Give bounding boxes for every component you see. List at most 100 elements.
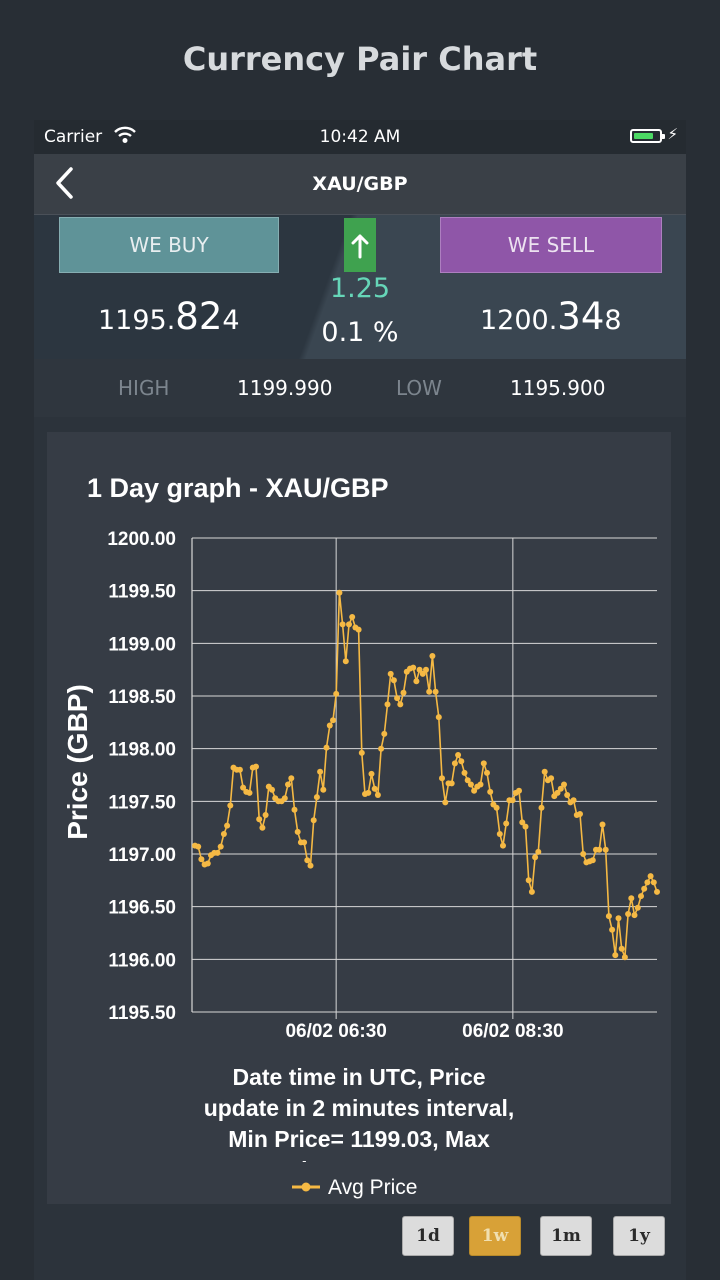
range-button-1y[interactable]: 1y (613, 1216, 665, 1256)
data-point (419, 670, 426, 677)
battery-level (634, 133, 653, 139)
data-point (429, 653, 436, 659)
data-point (320, 786, 327, 793)
data-point (220, 831, 227, 837)
data-point (301, 839, 308, 846)
data-point (628, 895, 635, 902)
battery-icon (630, 129, 665, 143)
data-point (236, 766, 243, 773)
range-button-1d[interactable]: 1d (402, 1216, 454, 1256)
data-point (333, 690, 340, 697)
data-point (214, 849, 221, 856)
legend-marker (301, 1182, 311, 1192)
data-point (487, 788, 494, 795)
nav-title: XAU/GBP (312, 173, 408, 195)
data-point (304, 857, 311, 864)
data-point (461, 769, 468, 776)
data-point (464, 777, 471, 784)
y-tick-label: 1196.50 (108, 898, 176, 919)
data-point (442, 799, 449, 806)
data-point (413, 678, 420, 685)
data-point (387, 670, 394, 677)
data-point (618, 945, 625, 952)
data-point (647, 873, 654, 880)
we-buy-button[interactable]: WE BUY (59, 217, 279, 273)
data-point (397, 701, 404, 708)
data-point (451, 760, 458, 767)
battery-tip (662, 134, 665, 139)
data-point (570, 797, 577, 804)
data-point (240, 784, 247, 791)
data-point (195, 843, 202, 850)
y-tick-label: 1199.50 (108, 582, 176, 603)
data-point (310, 817, 317, 824)
data-point (564, 792, 571, 798)
chart-caption: Date time in UTC, Price update in 2 minu… (203, 1064, 515, 1162)
data-point (227, 802, 234, 809)
y-tick-label: 1197.50 (108, 792, 176, 813)
data-point (439, 775, 445, 782)
we-sell-button[interactable]: WE SELL (440, 217, 662, 273)
data-point (269, 786, 275, 793)
high-value: 1199.990 (237, 376, 333, 400)
low-label: LOW (396, 376, 442, 400)
data-point (480, 760, 487, 767)
data-point (381, 730, 388, 737)
y-tick-label: 1198.00 (108, 740, 176, 761)
nav-bar: XAU/GBP (34, 154, 686, 215)
data-point (432, 688, 439, 695)
quote-panel: WE BUY WE SELL 1195.824 1.25 0.1 % 1200.… (34, 215, 686, 359)
data-point (349, 614, 356, 620)
chart-caption-container: Date time in UTC, Price update in 2 minu… (203, 1064, 515, 1162)
phone-screen: Carrier 10:42 AM ⚡ XAU/GBP WE BUY WE SEL… (34, 120, 686, 1280)
data-point (599, 821, 606, 828)
data-point (400, 689, 407, 696)
data-point (535, 848, 542, 855)
data-point (291, 806, 298, 813)
data-point (317, 768, 324, 775)
data-point (256, 816, 263, 823)
buy-price: 1195.824 (98, 295, 240, 338)
back-chevron-icon[interactable] (54, 166, 76, 200)
y-tick-label: 1199.00 (108, 634, 176, 655)
data-point (330, 717, 336, 724)
data-point (612, 952, 619, 959)
data-point (503, 820, 510, 827)
data-point (477, 781, 484, 788)
charging-icon: ⚡ (667, 125, 678, 143)
buy-price-big: 82 (175, 295, 223, 338)
data-point (358, 749, 365, 756)
data-point (384, 701, 391, 708)
x-tick-label: 06/02 08:30 (462, 1021, 563, 1042)
data-point (355, 626, 362, 633)
data-point (313, 794, 320, 801)
legend: Avg Price (292, 1176, 418, 1199)
data-point (339, 621, 346, 628)
data-point (621, 954, 628, 961)
data-point (596, 846, 603, 853)
data-point (516, 787, 522, 794)
data-point (217, 843, 224, 850)
range-button-1w[interactable]: 1w (469, 1216, 521, 1256)
data-point (615, 915, 622, 922)
data-point (528, 888, 535, 895)
data-point (557, 785, 564, 792)
data-point (532, 854, 539, 861)
data-point (346, 621, 352, 628)
price-change: 1.25 (329, 273, 391, 304)
data-point (522, 823, 529, 830)
data-point (224, 822, 231, 829)
data-point (423, 666, 429, 673)
range-button-1m[interactable]: 1m (540, 1216, 592, 1256)
data-point (561, 781, 567, 788)
data-point (467, 781, 474, 788)
data-point (548, 775, 555, 782)
buy-price-suffix: 4 (222, 305, 240, 336)
data-point (589, 857, 596, 864)
data-point (416, 666, 423, 673)
data-point (455, 752, 462, 758)
status-bar: Carrier 10:42 AM ⚡ (34, 120, 686, 154)
data-point (448, 780, 455, 787)
data-point (602, 846, 609, 853)
sell-price-prefix: 1200. (480, 305, 558, 336)
